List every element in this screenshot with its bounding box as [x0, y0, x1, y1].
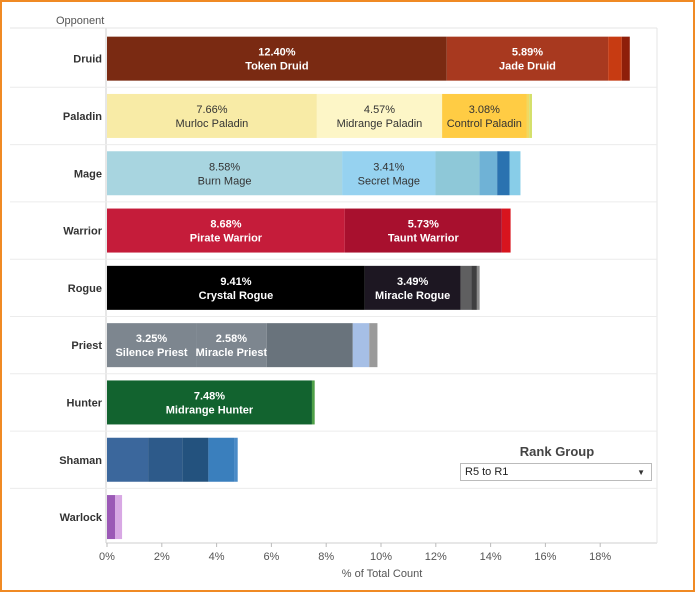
bar-value-label: 3.49% [397, 276, 428, 288]
bar-segment[interactable] [208, 437, 235, 482]
bar-segment[interactable] [107, 380, 312, 425]
bar-value-label: 12.40% [258, 47, 296, 59]
bar-segment[interactable] [316, 93, 443, 138]
bar-segment[interactable] [234, 437, 238, 482]
bar-segment[interactable] [497, 151, 510, 196]
bar-segment[interactable] [107, 93, 317, 138]
x-tick-label: 8% [318, 551, 334, 563]
bar-segment[interactable] [476, 265, 480, 310]
x-tick-label: 18% [589, 551, 611, 563]
bar-segment-name: Control Paladin [447, 118, 522, 130]
bar-segment[interactable] [529, 93, 532, 138]
bar-value-label: 7.48% [194, 390, 225, 402]
bar-segment[interactable] [107, 495, 116, 540]
bar-segment[interactable] [479, 151, 498, 196]
category-label: Rogue [68, 283, 102, 295]
bar-segment[interactable] [509, 151, 521, 196]
bar-segment-name: Secret Mage [358, 175, 420, 187]
bar-segment-name: Silence Priest [115, 347, 187, 359]
bar-segment[interactable] [501, 208, 511, 253]
rank-group-select[interactable]: R5 to R1 ▼ [460, 463, 652, 481]
rank-group-selected-value: R5 to R1 [465, 466, 509, 478]
bar-segment-name: Miracle Priest [196, 347, 268, 359]
bar-segment[interactable] [107, 437, 149, 482]
category-label: Warlock [60, 512, 103, 524]
bar-segment-name: Murloc Paladin [176, 118, 249, 130]
bar-segment-name: Taunt Warrior [388, 233, 460, 245]
legend-title: Rank Group [519, 444, 595, 459]
chevron-down-icon[interactable]: ▼ [637, 468, 645, 477]
bar-value-label: 9.41% [220, 276, 251, 288]
bar-segment-name: Pirate Warrior [190, 233, 263, 245]
bar-segment[interactable] [107, 208, 345, 253]
bar-segment[interactable] [107, 323, 197, 368]
bar-segment-name: Burn Mage [198, 175, 252, 187]
x-tick-label: 4% [209, 551, 225, 563]
bar-segment-name: Crystal Rogue [199, 290, 274, 302]
bar-segment-name: Midrange Paladin [337, 118, 423, 130]
category-label: Shaman [59, 455, 102, 467]
bar-segment[interactable] [115, 495, 123, 540]
category-label: Mage [74, 168, 102, 180]
bar-segment[interactable] [107, 36, 447, 81]
bar-segment[interactable] [344, 208, 502, 253]
bar-segment[interactable] [608, 36, 622, 81]
bar-segment-name: Miracle Rogue [375, 290, 450, 302]
bar-segment[interactable] [107, 265, 365, 310]
y-axis-title: Opponent [56, 15, 104, 27]
x-tick-label: 2% [154, 551, 170, 563]
bar-segment[interactable] [621, 36, 630, 81]
bar-value-label: 8.58% [209, 161, 240, 173]
bar-segment[interactable] [107, 151, 343, 196]
bar-segment[interactable] [342, 151, 436, 196]
x-axis-title: % of Total Count [342, 568, 423, 580]
category-label: Priest [71, 340, 102, 352]
bar-segment-name: Token Druid [245, 61, 308, 73]
bar-value-label: 5.73% [408, 219, 439, 231]
bar-value-label: 5.89% [512, 47, 543, 59]
x-tick-label: 0% [99, 551, 115, 563]
x-tick-label: 12% [425, 551, 447, 563]
bar-value-label: 3.25% [136, 333, 167, 345]
bar-segment[interactable] [352, 323, 370, 368]
bar-segment[interactable] [311, 380, 315, 425]
bar-segment-name: Jade Druid [499, 61, 556, 73]
bar-segment[interactable] [364, 265, 461, 310]
bar-segment[interactable] [460, 265, 472, 310]
bar-segment[interactable] [369, 323, 378, 368]
bar-value-label: 8.68% [210, 219, 241, 231]
bar-value-label: 2.58% [216, 333, 247, 345]
bar-segment-name: Midrange Hunter [166, 404, 254, 416]
bar-segment[interactable] [442, 93, 527, 138]
bar-value-label: 3.08% [469, 104, 500, 116]
category-label: Druid [73, 54, 102, 66]
bar-segment[interactable] [526, 93, 530, 138]
bar-segment[interactable] [182, 437, 209, 482]
x-tick-label: 6% [263, 551, 279, 563]
x-tick-label: 16% [534, 551, 556, 563]
category-label: Warrior [63, 226, 102, 238]
category-label: Hunter [67, 397, 103, 409]
bar-segment[interactable] [471, 265, 477, 310]
bar-segment[interactable] [196, 323, 267, 368]
bar-segment[interactable] [446, 36, 609, 81]
bar-value-label: 7.66% [196, 104, 227, 116]
bar-segment[interactable] [435, 151, 480, 196]
bar-segment[interactable] [148, 437, 183, 482]
x-tick-label: 10% [370, 551, 392, 563]
bar-value-label: 4.57% [364, 104, 395, 116]
x-tick-label: 14% [480, 551, 502, 563]
bar-value-label: 3.41% [373, 161, 404, 173]
category-label: Paladin [63, 111, 102, 123]
bar-segment[interactable] [266, 323, 353, 368]
